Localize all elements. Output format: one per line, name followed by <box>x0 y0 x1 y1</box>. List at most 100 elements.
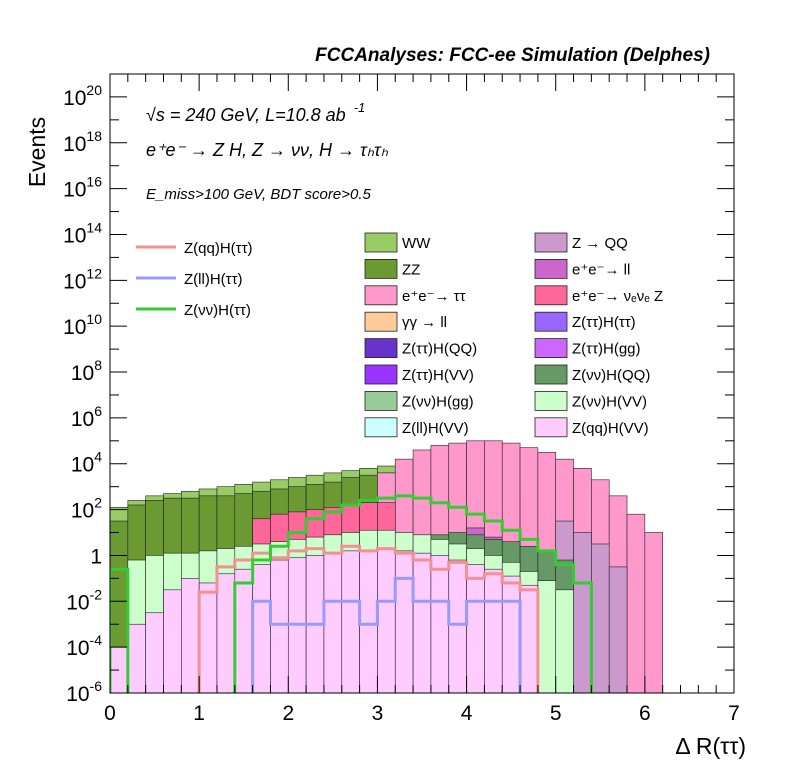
legend-swatch-ww <box>364 232 398 253</box>
legend-label-z-h-qq: Z(νν)H(QQ) <box>572 367 650 384</box>
bar-16-15 <box>359 550 378 693</box>
legend-swatch-z-qq <box>534 232 568 253</box>
legend-swatch-ll <box>364 311 398 332</box>
bar-16-5 <box>181 578 200 693</box>
legend-label-z-ll-h: Z(ll)H(ττ) <box>184 271 243 288</box>
legend-label-z-h: Z(νν)H(ττ) <box>184 302 251 319</box>
bar-9-4 <box>608 566 628 693</box>
x-tick-label-7: 7 <box>728 702 740 725</box>
legend-label-z-h: Z(ττ)H(ττ) <box>572 314 636 331</box>
legend-swatch-zz <box>364 258 398 279</box>
y-tick-label-12: 10-4 <box>66 632 102 660</box>
legend-label-z-qq-h-vv: Z(qq)H(VV) <box>572 420 649 437</box>
legend-swatch-z-h-vv <box>534 390 568 411</box>
x-tick-label-1: 1 <box>193 702 205 725</box>
bar-9-3 <box>591 543 610 693</box>
y-tick-label-0: 1020 <box>63 82 102 110</box>
bar-15-25 <box>537 580 557 693</box>
bar-16-6 <box>198 582 218 693</box>
legend-label-z-h-vv: Z(ττ)H(VV) <box>402 367 474 384</box>
legend-swatch-z-qq-h-vv <box>534 417 568 438</box>
annotation-cuts: E_miss>100 GeV, BDT score>0.5 <box>146 186 371 203</box>
bar-16-7 <box>216 573 236 693</box>
x-tick-label-4: 4 <box>461 702 473 725</box>
bar-3-15 <box>626 513 646 693</box>
bar-16-20 <box>448 559 467 693</box>
legend-label-z-h-vv: Z(νν)H(VV) <box>572 393 647 410</box>
legend-label-z-h-gg: Z(νν)H(gg) <box>402 393 474 410</box>
legend-swatch-e-e-z <box>534 285 568 306</box>
chart-title: FCCAnalyses: FCC-ee Simulation (Delphes) <box>315 45 710 66</box>
y-axis-title: Events <box>24 117 50 187</box>
x-tick-label-3: 3 <box>372 702 384 725</box>
bar-16-9 <box>252 564 271 693</box>
legend-swatch-e-e <box>364 285 398 306</box>
x-axis-title: Δ R(ττ) <box>675 733 746 759</box>
signal-line-z-qq-h <box>197 544 540 693</box>
annotation-energy-sup: -1 <box>354 100 366 115</box>
y-tick-label-7: 106 <box>71 403 102 431</box>
signal-line-z-h <box>110 494 593 693</box>
annotation-energy-text: √s = 240 GeV, L=10.8 ab <box>146 105 346 125</box>
x-tick-label-6: 6 <box>639 702 651 725</box>
legend-label-zz: ZZ <box>402 261 420 278</box>
bar-16-21 <box>466 564 485 693</box>
y-tick-label-1: 1018 <box>63 128 102 156</box>
annotation-process: e⁺e⁻ → Z H, Z → νν, H → τₕτₕ <box>146 140 389 160</box>
annotation-energy: √s = 240 GeV, L=10.8 ab -1 <box>146 100 365 125</box>
x-tick-label-0: 0 <box>104 702 116 725</box>
bar-16-18 <box>412 552 432 693</box>
bar-9-2 <box>573 532 592 693</box>
y-tick-label-2: 1016 <box>63 174 102 202</box>
bar-16-3 <box>145 612 164 693</box>
bar-16-19 <box>430 555 450 693</box>
legend-label-z-h-gg: Z(ττ)H(gg) <box>572 341 641 358</box>
x-tick-label-5: 5 <box>550 702 562 725</box>
legend-swatch-z-h <box>534 311 568 332</box>
bar-16-4 <box>163 589 182 693</box>
bar-16-13 <box>323 552 343 693</box>
legend-swatch-z-ll-h-vv <box>364 417 398 438</box>
plot-frame <box>109 73 735 694</box>
y-tick-label-5: 1010 <box>63 311 102 339</box>
legend-swatch-z-h-qq <box>534 364 568 385</box>
legend-swatch-z-h-gg <box>364 390 398 411</box>
legend-label-e-e: e⁺e⁻→ ττ <box>402 288 466 305</box>
legend: Z(qq)H(ττ) Z(ll)H(ττ) Z(νν)H(ττ) WW Z → QQ ZZ… <box>136 232 663 438</box>
bar-16-10 <box>270 559 289 693</box>
legend-swatch-e-e-ll <box>534 258 568 279</box>
x-tick-label-2: 2 <box>282 702 294 725</box>
axes: 0 1 2 3 4 5 6 7 1020 1018 1016 1014 1012 1010 108 106 10… <box>63 73 740 725</box>
background-bars <box>110 440 663 693</box>
y-tick-label-8: 104 <box>71 449 102 477</box>
legend-label-z-qq-h: Z(qq)H(ττ) <box>184 240 253 257</box>
y-tick-label-13: 10-6 <box>66 678 102 706</box>
legend-label-ll: γγ → ll <box>402 314 447 331</box>
legend-swatch-z-h-gg <box>534 338 568 359</box>
y-tick-label-4: 1012 <box>63 265 102 293</box>
bar-16-8 <box>234 568 253 693</box>
bar-16-16 <box>377 548 396 693</box>
legend-label-e-e-ll: e⁺e⁻→ ll <box>572 261 630 278</box>
legend-label-z-qq: Z → QQ <box>572 235 628 252</box>
y-tick-label-9: 102 <box>71 495 102 523</box>
bar-16-2 <box>127 623 146 693</box>
legend-swatch-z-h-qq <box>364 338 398 359</box>
legend-label-ww: WW <box>402 235 431 252</box>
y-tick-label-6: 108 <box>71 357 102 385</box>
bar-16-14 <box>341 550 360 693</box>
signal-lines <box>110 494 593 693</box>
legend-swatch-z-h-vv <box>364 364 398 385</box>
legend-label-e-e-z: e⁺e⁻→ νₑνₑ Z <box>572 288 663 305</box>
bar-16-17 <box>394 550 414 693</box>
bar-3-16 <box>644 532 663 693</box>
legend-label-z-h-qq: Z(ττ)H(QQ) <box>402 341 477 358</box>
y-tick-label-3: 1014 <box>63 219 102 247</box>
y-tick-label-11: 10-2 <box>66 586 102 614</box>
signal-line-z-ll-h <box>251 576 522 693</box>
bar-16-22 <box>484 568 503 693</box>
bar-15-26 <box>555 589 574 693</box>
bar-16-23 <box>501 575 521 693</box>
legend-label-z-ll-h-vv: Z(ll)H(VV) <box>402 420 469 437</box>
